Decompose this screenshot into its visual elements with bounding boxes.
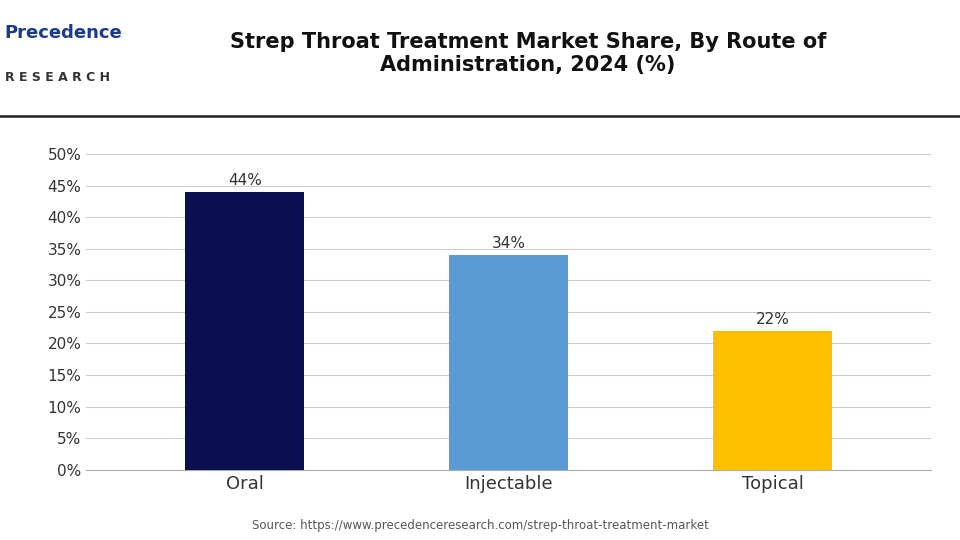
Bar xyxy=(713,331,832,470)
Text: Source: https://www.precedenceresearch.com/strep-throat-treatment-market: Source: https://www.precedenceresearch.c… xyxy=(252,519,708,532)
Bar xyxy=(185,192,304,470)
Text: Strep Throat Treatment Market Share, By Route of
Administration, 2024 (%): Strep Throat Treatment Market Share, By … xyxy=(229,32,827,75)
Text: R E S E A R C H: R E S E A R C H xyxy=(5,71,109,84)
Text: Precedence: Precedence xyxy=(5,24,123,42)
Text: 22%: 22% xyxy=(756,312,790,327)
Text: 44%: 44% xyxy=(228,173,262,188)
Text: 34%: 34% xyxy=(492,236,526,251)
Bar xyxy=(449,255,568,470)
